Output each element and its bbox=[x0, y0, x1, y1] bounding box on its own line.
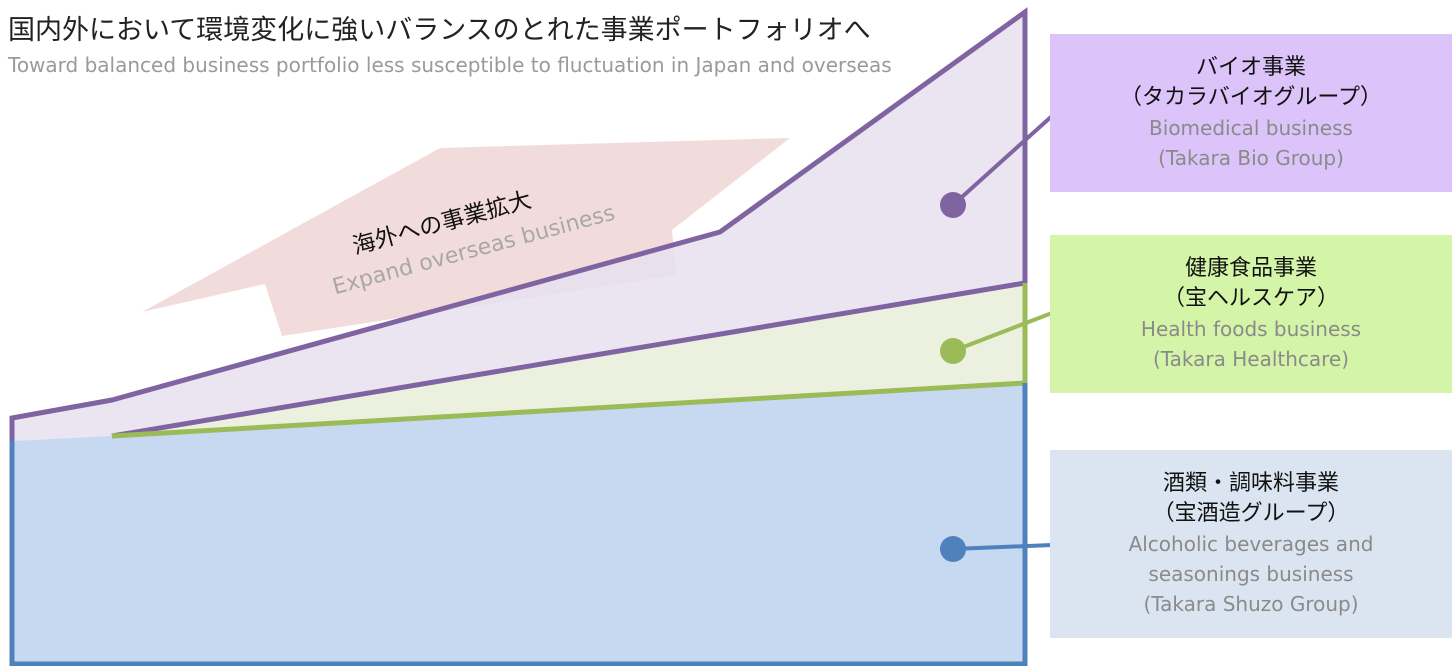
alcohol-marker bbox=[940, 536, 966, 562]
alcohol-connector bbox=[952, 543, 1053, 551]
bio-label-en-2: (Takara Bio Group) bbox=[1158, 146, 1344, 170]
bio-bottom-line bbox=[111, 280, 1026, 439]
bio-label-jp-1: バイオ事業 bbox=[1195, 55, 1306, 80]
bio-marker bbox=[940, 192, 966, 218]
alcohol-label-jp-2: （宝酒造グループ） bbox=[1152, 501, 1350, 526]
bio-segment-box: バイオ事業 （タカラバイオグループ） Biomedical business (… bbox=[1050, 34, 1452, 192]
alcohol-area bbox=[12, 383, 1025, 664]
bio-label-jp-2: （タカラバイオグループ） bbox=[1119, 85, 1383, 110]
alcohol-label-jp-1: 酒類・調味料事業 bbox=[1162, 471, 1339, 496]
bio-connector bbox=[951, 114, 1054, 207]
bio-top-line bbox=[9, 7, 1028, 441]
alcohol-outline bbox=[9, 383, 1028, 666]
health-label-jp-2: （宝ヘルスケア） bbox=[1162, 286, 1339, 311]
health-label-en-1: Health foods business bbox=[1140, 317, 1362, 341]
health-label-jp-1: 健康食品事業 bbox=[1184, 256, 1317, 281]
health-marker bbox=[940, 338, 966, 364]
page-title: 国内外において環境変化に強いバランスのとれた事業ポートフォリオへ bbox=[8, 15, 871, 46]
health-segment-box: 健康食品事業 （宝ヘルスケア） Health foods business (T… bbox=[1050, 235, 1452, 393]
alcohol-segment-box: 酒類・調味料事業 （宝酒造グループ） Alcoholic beverages a… bbox=[1050, 450, 1452, 638]
alcohol-label-en-1: Alcoholic beverages and bbox=[1128, 532, 1374, 556]
alcohol-label-en-2: seasonings business bbox=[1148, 562, 1354, 586]
page-subtitle: Toward balanced business portfolio less … bbox=[8, 53, 892, 77]
health-area bbox=[12, 283, 1025, 441]
expansion-arrow bbox=[142, 138, 790, 336]
health-label-en-2: (Takara Healthcare) bbox=[1152, 347, 1350, 371]
bio-label-en-1: Biomedical business bbox=[1149, 116, 1353, 140]
bio-area bbox=[12, 12, 1025, 441]
health-connector bbox=[952, 311, 1053, 353]
alcohol-label-en-3: (Takara Shuzo Group) bbox=[1143, 592, 1359, 616]
